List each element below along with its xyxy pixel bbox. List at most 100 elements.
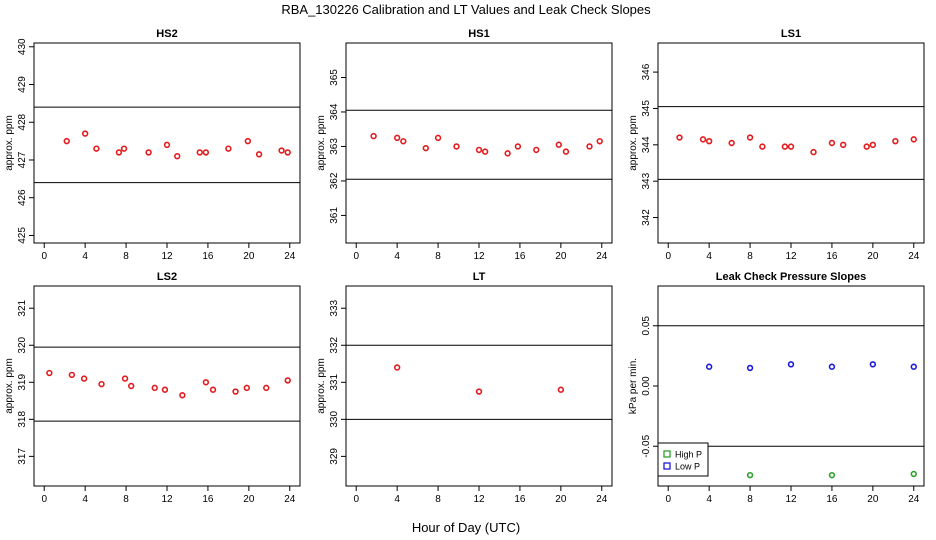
data-point [225,145,232,152]
data-point [232,388,239,395]
data-point [93,145,100,152]
data-point [828,471,836,479]
y-tick-label: -0.05 [641,434,652,457]
x-tick-label: 24 [284,494,296,505]
y-tick-label: 429 [17,76,28,93]
x-tick-label: 12 [785,251,797,262]
x-tick-label: 0 [353,494,359,505]
data-point [202,379,210,386]
data-point [151,384,158,392]
data-point [781,143,789,150]
data-point [555,141,562,148]
data-point [370,132,377,140]
data-point [514,143,522,150]
y-tick-label: 365 [329,69,340,86]
figure-title: RBA_130226 Calibration and LT Values and… [281,2,651,17]
x-tick-label: 24 [908,494,920,505]
data-point [244,137,252,145]
x-tick-label: 16 [826,251,838,262]
data-point [179,392,186,399]
data-point [699,136,707,143]
chart-panel-4: LS2 0 4 8 12 16 20 24 317 318 319 320 321 approx. ppm [4,271,301,505]
data-point [263,384,270,392]
data-point [80,375,88,382]
panel-title: LS1 [781,28,801,40]
data-point [759,143,766,150]
y-tick-label: 364 [329,103,340,120]
data-point [46,369,53,377]
x-tick-label: 4 [706,494,712,505]
y-tick-label: 331 [329,374,340,391]
x-tick-label: 20 [867,494,879,505]
chart-panel-2: HS1 0 4 8 12 16 20 24 361 362 363 364 365 approx. ppm [316,28,613,262]
y-tick-label: 363 [329,138,340,155]
data-point [475,388,483,395]
data-point [676,134,683,141]
y-tick-label: 362 [329,172,340,189]
figure-x-axis-label: Hour of Day (UTC) [412,520,520,535]
x-tick-label: 16 [202,494,214,505]
x-tick-label: 16 [202,251,214,262]
legend-label: Low P [675,462,700,472]
data-point [393,134,401,142]
y-tick-label: 0.05 [641,316,652,336]
data-point [161,386,169,393]
x-tick-label: 0 [41,494,47,505]
y-tick-label: 426 [17,189,28,206]
data-point [869,361,877,368]
data-point [145,149,152,156]
panel-title: HS2 [156,28,177,40]
y-tick-label: 345 [641,100,652,117]
chart-panel-6: Leak Check Pressure Slopes 0 4 8 12 16 20 24 -0.… [628,271,925,505]
data-point [174,153,181,160]
panel-title: Leak Check Pressure Slopes [716,271,866,283]
y-tick-label: 330 [329,411,340,428]
y-tick-label: 329 [329,448,340,465]
y-tick-label: 344 [641,136,652,153]
x-tick-label: 24 [596,494,608,505]
data-point [81,130,89,137]
data-point [163,141,171,149]
x-tick-label: 8 [747,494,753,505]
data-point [705,137,713,145]
data-point [243,384,251,392]
x-tick-label: 12 [785,494,797,505]
y-tick-label: 320 [17,336,28,353]
data-point [910,470,917,478]
y-tick-label: 317 [17,448,28,465]
data-point [839,141,847,149]
data-point [475,146,483,154]
x-tick-label: 12 [473,494,485,505]
data-point [400,138,407,145]
legend-label: High P [675,450,702,460]
data-point [115,149,123,156]
data-point [910,136,917,143]
y-tick-label: 332 [329,336,340,353]
x-tick-label: 20 [555,494,567,505]
data-point [121,375,129,382]
data-point [63,137,70,145]
y-tick-label: 319 [17,374,28,391]
legend-box [657,442,709,477]
panel-title: HS1 [468,28,489,40]
x-tick-label: 8 [435,251,441,262]
data-point [869,141,877,149]
data-point [892,137,899,145]
x-tick-label: 16 [514,494,526,505]
data-point [120,145,128,152]
x-tick-label: 4 [82,251,88,262]
data-point [68,371,76,379]
x-tick-label: 16 [514,251,526,262]
data-point [284,149,291,156]
y-tick-label: 0.00 [641,376,652,396]
y-tick-label: 342 [641,209,652,226]
data-point [278,147,285,154]
x-tick-label: 4 [394,494,400,505]
data-point [828,363,836,370]
data-point [562,148,570,155]
y-tick-label: 427 [17,151,28,168]
data-point [728,139,735,147]
data-point [557,386,565,393]
